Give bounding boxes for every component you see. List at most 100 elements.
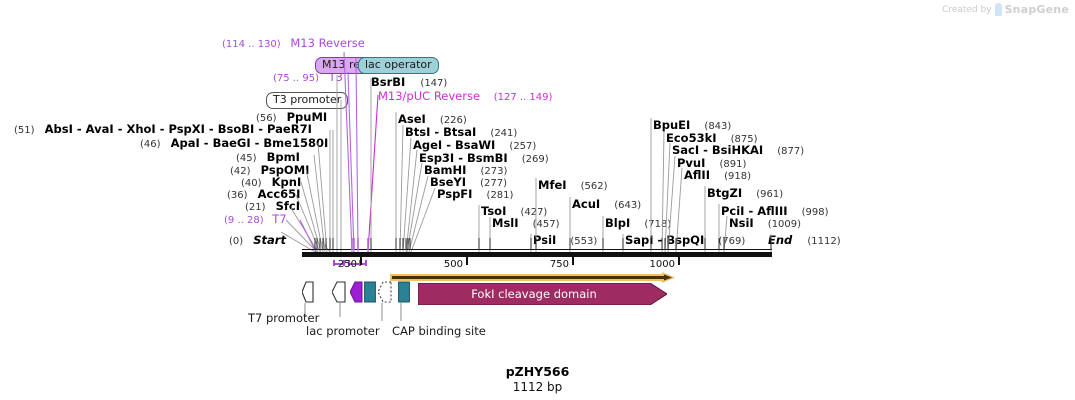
feature-label-t7-promoter[interactable]: T7 promoter xyxy=(248,311,319,325)
enzyme-names: AgeI - BsaWI xyxy=(413,138,496,152)
enzyme-names: PvuI xyxy=(677,156,706,170)
enzyme-position: (40) xyxy=(241,178,262,189)
glyph-m13-rev-primer[interactable] xyxy=(350,281,363,303)
primer-range: (114 .. 130) xyxy=(222,39,281,50)
plasmid-size: 1112 bp xyxy=(512,380,563,394)
watermark-brand: SnapGene xyxy=(1004,3,1069,16)
enzyme-row-45[interactable]: (45) BpmI xyxy=(236,146,300,165)
enzyme-row-281[interactable]: PspFI (281) xyxy=(437,183,513,202)
enzyme-row-877[interactable]: SacI - BsiHKAI (877) xyxy=(672,139,804,158)
enzyme-row-891[interactable]: PvuI (891) xyxy=(677,152,746,171)
enzyme-row-553[interactable]: PsiI (553) xyxy=(533,229,597,248)
end-position: (1112) xyxy=(807,236,841,247)
enzyme-position: (961) xyxy=(756,189,784,200)
enzyme-position: (257) xyxy=(509,141,537,152)
glyph-cap-binding-site[interactable] xyxy=(398,281,410,303)
enzyme-position: (46) xyxy=(140,139,161,150)
feature-box-t3-promoter[interactable]: T3 promoter xyxy=(266,88,349,109)
glyph-t7-promoter[interactable] xyxy=(302,281,314,303)
feature-box-lac-operator[interactable]: lac operator xyxy=(358,53,439,74)
enzyme-row-40[interactable]: (40) KpnI xyxy=(241,171,301,190)
primer-underlines xyxy=(333,260,367,266)
ruler-tick-750 xyxy=(572,257,574,265)
enzyme-row-56[interactable]: (56) PpuMI xyxy=(256,106,327,125)
enzyme-names: ApaI - BaeGI - Bme1580I xyxy=(170,136,329,150)
enzyme-names: TsoI xyxy=(481,204,507,218)
fok-cleavage-domain-arrow[interactable] xyxy=(418,283,667,305)
enzyme-row-427[interactable]: TsoI (427) xyxy=(481,200,547,219)
enzyme-names: PciI - AflIII xyxy=(721,204,788,218)
enzyme-row-643[interactable]: AcuI (643) xyxy=(572,193,641,212)
ruler-tick-250 xyxy=(360,257,362,265)
glyph-m13-puc-reverse[interactable] xyxy=(378,281,392,303)
enzyme-row-36[interactable]: (36) Acc65I xyxy=(227,183,300,202)
primer-m13-puc-reverse[interactable]: M13/pUC Reverse (127 .. 149) xyxy=(378,89,552,103)
enzyme-row-875[interactable]: Eco53kI (875) xyxy=(666,127,758,146)
feature-label-lac-promoter[interactable]: lac promoter xyxy=(306,324,380,338)
enzyme-position: (226) xyxy=(439,115,467,126)
enzyme-position: (877) xyxy=(777,146,805,157)
glyph-lac-promoter[interactable] xyxy=(332,281,346,303)
enzyme-row-51[interactable]: (51) AbsI - AvaI - XhoI - PspXI - BsoBI … xyxy=(14,118,312,137)
enzyme-names: AflII xyxy=(684,168,710,182)
enzyme-position: (457) xyxy=(532,219,560,230)
dna-backbone[interactable] xyxy=(302,252,772,257)
enzyme-row-562[interactable]: MfeI (562) xyxy=(538,174,608,193)
enzyme-names: PsiI xyxy=(533,233,557,247)
glyph-lac-operator[interactable] xyxy=(364,281,376,303)
end-marker[interactable]: End (1112) xyxy=(768,229,841,248)
enzyme-row-226[interactable]: AseI (226) xyxy=(398,108,467,127)
enzyme-position: (51) xyxy=(14,125,35,136)
cut-site-ticks xyxy=(314,238,772,250)
fok-label-text: FokI cleavage domain xyxy=(471,287,597,301)
enzyme-names: AseI xyxy=(398,112,426,126)
enzyme-names: AbsI - AvaI - XhoI - PspXI - BsoBI - Pae… xyxy=(44,122,312,136)
enzyme-names: Acc65I xyxy=(257,187,301,201)
snapgene-watermark: Created by SnapGene xyxy=(942,3,1069,16)
feature-label-text: T7 promoter xyxy=(248,311,320,325)
enzyme-position: (147) xyxy=(420,78,448,89)
enzyme-names: NsiI xyxy=(729,216,754,230)
feature-label-cap-binding-site[interactable]: CAP binding site xyxy=(392,324,486,338)
enzyme-names: SacI - BsiHKAI xyxy=(672,143,764,157)
enzyme-row-918[interactable]: AflII (918) xyxy=(684,164,751,183)
feature-box-label: lac operator xyxy=(358,57,439,74)
primer-m13-reverse[interactable]: (114 .. 130) M13 Reverse xyxy=(222,36,365,50)
start-label: Start xyxy=(253,233,286,247)
enzyme-names: BtgZI xyxy=(707,186,743,200)
enzyme-names: MfeI xyxy=(538,178,567,192)
primer-range: (75 .. 95) xyxy=(273,73,319,84)
enzyme-row-843[interactable]: BpuEI (843) xyxy=(653,114,731,133)
enzyme-names: PspOMI xyxy=(260,163,310,177)
enzyme-position: (277) xyxy=(480,178,508,189)
enzyme-names: Esp3I - BsmBI xyxy=(419,151,508,165)
enzyme-row-269[interactable]: Esp3I - BsmBI (269) xyxy=(419,147,549,166)
snapgene-logo-icon xyxy=(994,3,1002,16)
primer-range: (127 .. 149) xyxy=(493,92,553,103)
enzyme-row-257[interactable]: AgeI - BsaWI (257) xyxy=(413,134,536,153)
ruler-label-500: 500 xyxy=(443,259,463,270)
dna-backbone-top xyxy=(302,249,772,250)
enzyme-position: (718) xyxy=(644,219,672,230)
enzyme-row-457[interactable]: MslI (457) xyxy=(492,212,560,231)
enzyme-position: (643) xyxy=(614,200,642,211)
enzyme-row-277[interactable]: BseYI (277) xyxy=(430,171,507,190)
enzyme-row-998[interactable]: PciI - AflIII (998) xyxy=(721,200,829,219)
enzyme-row-147[interactable]: BsrBI (147) xyxy=(371,71,447,90)
enzyme-row-1009[interactable]: NsiI (1009) xyxy=(729,212,801,231)
enzyme-row-718[interactable]: BlpI (718) xyxy=(605,212,671,231)
enzyme-row-961[interactable]: BtgZI (961) xyxy=(707,182,783,201)
enzyme-position: (427) xyxy=(520,207,548,218)
cds-orange-arrow[interactable] xyxy=(390,272,675,283)
enzyme-position: (56) xyxy=(256,113,277,124)
primer-t7[interactable]: (9 .. 28) T7 xyxy=(224,212,287,226)
primer-name: M13/pUC Reverse xyxy=(378,89,481,103)
feature-box-label: T3 promoter xyxy=(266,92,349,109)
enzyme-row-46[interactable]: (46) ApaI - BaeGI - Bme1580I xyxy=(140,132,328,151)
enzyme-row-42[interactable]: (42) PspOMI xyxy=(230,159,309,178)
enzyme-row-241[interactable]: BtsI - BtsaI (241) xyxy=(405,121,517,140)
enzyme-row-273[interactable]: BamHI (273) xyxy=(424,159,507,178)
enzyme-names: MslI xyxy=(492,216,519,230)
start-marker[interactable]: (0) Start xyxy=(229,229,286,248)
enzyme-names: AcuI xyxy=(572,197,601,211)
